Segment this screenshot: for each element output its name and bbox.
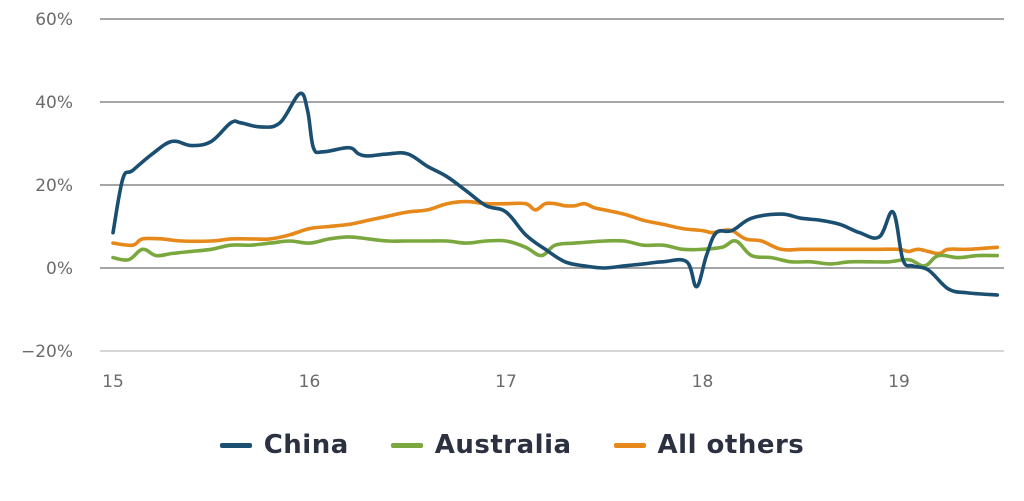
gridlines	[100, 18, 1004, 352]
legend-swatch-australia	[390, 442, 423, 448]
y-tick-label: 0%	[46, 259, 73, 279]
x-axis-tick-labels: 15 16 17 18 19	[102, 372, 910, 392]
legend-swatch-china	[219, 442, 252, 448]
legend-label-china: China	[263, 430, 349, 460]
y-tick-label: 20%	[35, 176, 73, 196]
series-line-all-others	[111, 199, 1000, 256]
legend-item-australia: Australia	[390, 430, 572, 460]
y-tick-label: −20%	[21, 342, 73, 362]
y-tick-label: 40%	[35, 93, 73, 113]
legend-item-all-others: All others	[613, 430, 805, 460]
legend-label-australia: Australia	[434, 430, 572, 460]
legend-swatch-all-others	[613, 442, 646, 448]
x-tick-label: 18	[692, 372, 714, 392]
x-tick-label: 17	[495, 372, 517, 392]
legend-item-china: China	[219, 430, 349, 460]
x-tick-label: 15	[102, 372, 124, 392]
legend: China Australia All others	[0, 430, 1024, 460]
x-tick-label: 16	[299, 372, 321, 392]
series-line-australia	[111, 235, 1000, 268]
y-tick-label: 60%	[35, 10, 73, 30]
series-lines	[111, 91, 1000, 297]
line-chart: 60% 40% 20% 0% −20% 15 16 17 18 19	[21, 10, 1004, 392]
y-axis-tick-labels: 60% 40% 20% 0% −20%	[21, 10, 73, 362]
series-line-china	[111, 91, 1000, 297]
legend-label-all-others: All others	[657, 430, 805, 460]
x-tick-label: 19	[888, 372, 910, 392]
